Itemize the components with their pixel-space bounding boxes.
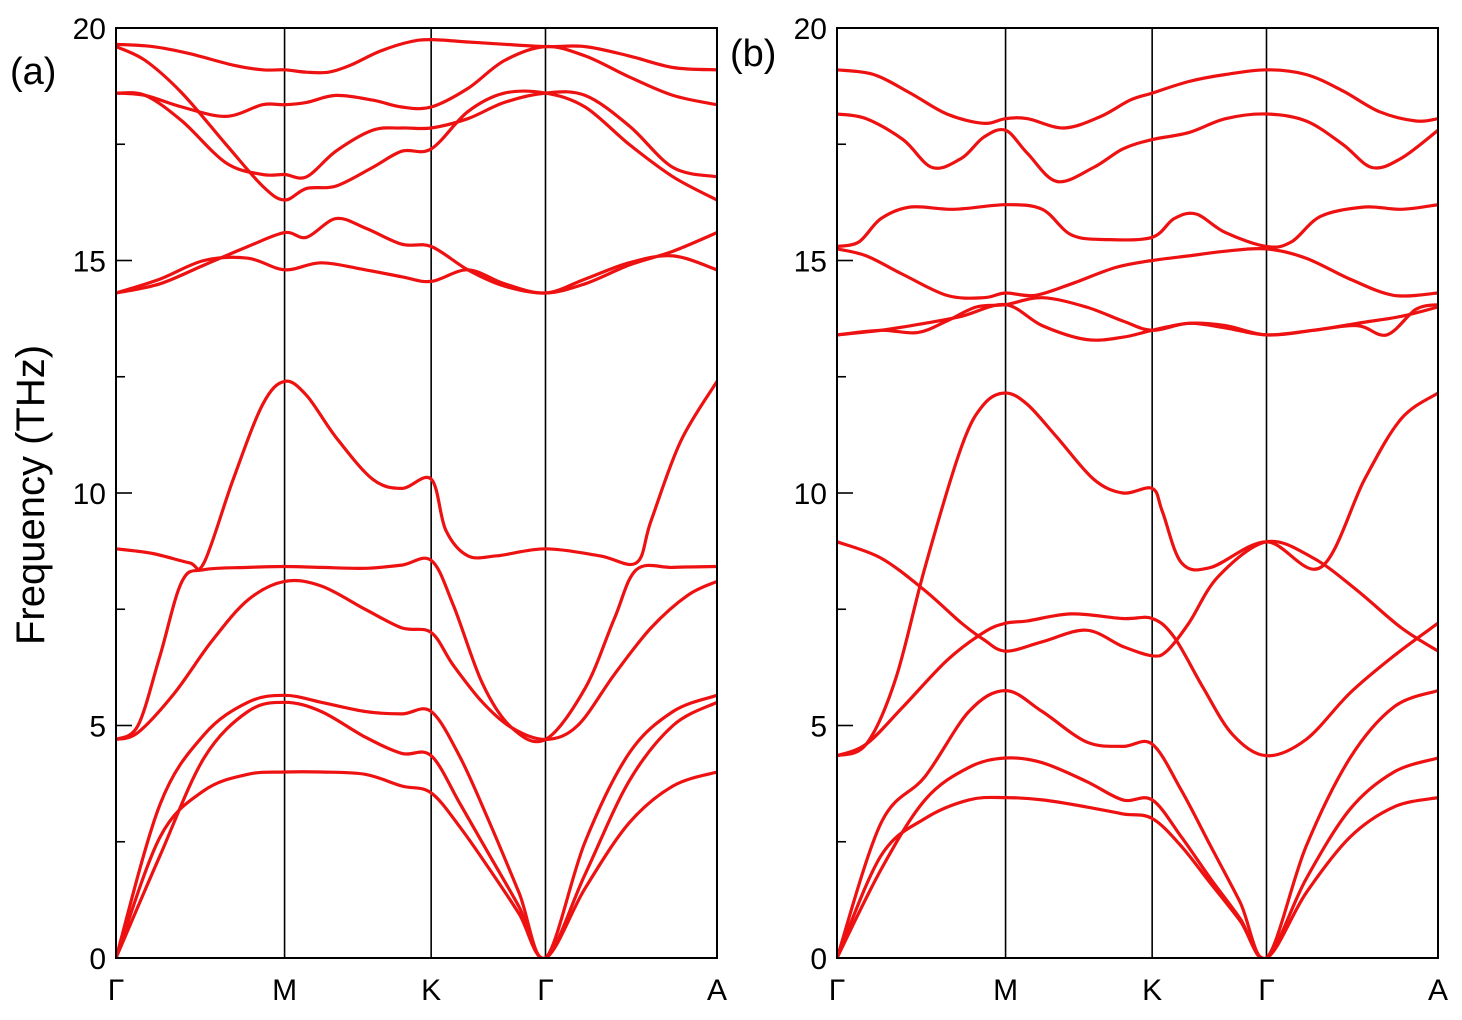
phonon-band-2 — [837, 756, 1438, 958]
panel-label: (a) — [10, 51, 56, 93]
phonon-band-1 — [116, 770, 717, 958]
phonon-band-9 — [116, 45, 717, 202]
x-tick-label: A — [1428, 974, 1448, 1007]
x-tick-label: M — [272, 974, 297, 1007]
phonon-band-5 — [116, 556, 717, 744]
phonon-band-11 — [116, 44, 717, 119]
plot-frame — [115, 27, 718, 959]
x-tick-label: M — [993, 974, 1018, 1007]
phonon-band-12 — [116, 38, 717, 75]
y-tick-label: 10 — [73, 478, 106, 511]
phonon-band-10 — [837, 203, 1438, 249]
y-tick-label: 10 — [794, 478, 827, 511]
phonon-band-2 — [116, 700, 717, 958]
x-tick-label: Γ — [537, 974, 554, 1007]
band-series-group — [116, 38, 717, 958]
panel-label: (b) — [730, 33, 776, 75]
x-tick-label: A — [707, 974, 727, 1007]
phonon-band-4 — [116, 578, 717, 742]
x-tick-label: Γ — [108, 974, 125, 1007]
y-tick-label: 20 — [73, 13, 106, 46]
y-tick-label: 0 — [810, 943, 827, 976]
phonon-band-3 — [837, 689, 1438, 958]
phonon-band-5 — [837, 539, 1438, 658]
phonon-band-3 — [116, 693, 717, 958]
phonon-band-6 — [837, 391, 1438, 758]
band-series-group — [837, 68, 1438, 958]
phonon-band-8 — [837, 296, 1438, 337]
y-axis-title: Frequency (THz) — [9, 345, 53, 645]
panel-b: (b) 0 5 10 15 20 Γ M K Γ A — [730, 13, 1448, 1007]
x-tick-label: K — [421, 974, 441, 1007]
y-tick-label: 15 — [794, 246, 827, 279]
phonon-band-7 — [837, 303, 1438, 342]
x-tick-label: K — [1142, 974, 1162, 1007]
phonon-band-11 — [837, 112, 1438, 184]
phonon-band-4 — [837, 612, 1438, 758]
phonon-band-10 — [116, 90, 717, 180]
y-tick-label: 0 — [89, 943, 106, 976]
y-tick-label: 5 — [89, 711, 106, 744]
x-tick-label: Γ — [829, 974, 846, 1007]
phonon-band-6 — [116, 379, 717, 571]
x-tick-label: Γ — [1258, 974, 1275, 1007]
phonon-band-12 — [837, 68, 1438, 130]
y-tick-label: 15 — [73, 246, 106, 279]
phonon-band-7 — [116, 254, 717, 295]
y-tick-label: 5 — [810, 711, 827, 744]
phonon-band-1 — [837, 795, 1438, 958]
phonon-band-9 — [837, 246, 1438, 300]
panel-a: (a) 0 5 10 15 20 Γ M K Γ A — [10, 13, 727, 1007]
y-tick-label: 20 — [794, 13, 827, 46]
phonon-band-8 — [116, 216, 717, 295]
